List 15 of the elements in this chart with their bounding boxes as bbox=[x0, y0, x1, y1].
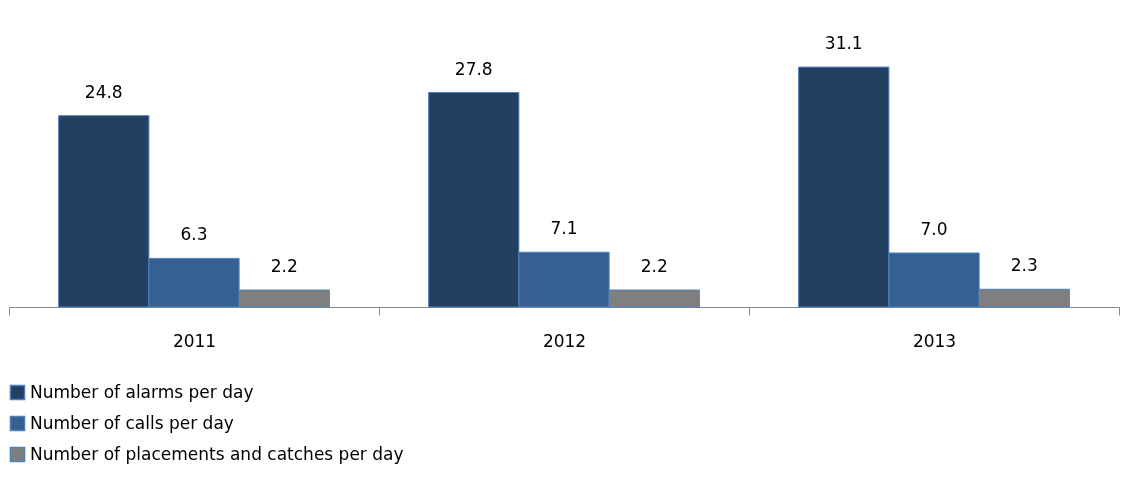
data-label: 24.8 bbox=[84, 81, 123, 102]
x-tick-label: 2013 bbox=[912, 330, 957, 351]
data-label: 2.2 bbox=[270, 256, 298, 277]
legend-label: Number of alarms per day bbox=[30, 381, 254, 402]
data-label: 7.0 bbox=[920, 219, 948, 239]
legend-label: Number of placements and catches per day bbox=[30, 443, 404, 464]
data-label: 31.1 bbox=[824, 33, 863, 54]
x-tick-label: 2011 bbox=[172, 330, 217, 351]
data-label: 2.3 bbox=[1010, 255, 1038, 276]
x-tick-label: 2012 bbox=[542, 330, 587, 351]
data-label: 27.8 bbox=[454, 58, 493, 79]
legend-label: Number of calls per day bbox=[30, 412, 234, 433]
data-label: 2.2 bbox=[640, 256, 668, 277]
data-label: 6.3 bbox=[180, 224, 208, 245]
data-label: 7.1 bbox=[550, 218, 578, 239]
